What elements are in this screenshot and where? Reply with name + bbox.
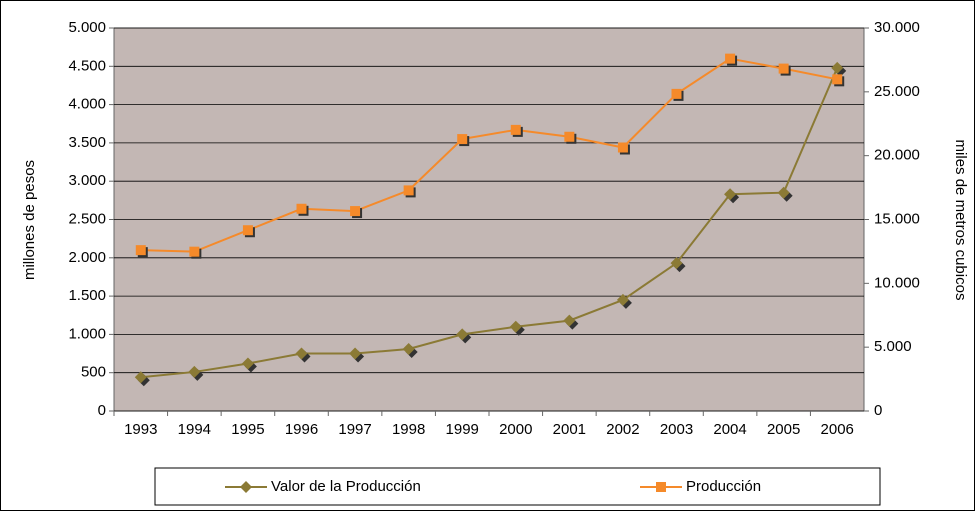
y2-tick-label: 10.000 [874, 274, 920, 291]
x-tick-label: 2006 [821, 421, 854, 438]
x-tick-label: 2005 [767, 421, 800, 438]
x-tick-label: 1999 [446, 421, 479, 438]
legend [154, 467, 881, 506]
y2-tick-label: 25.000 [874, 83, 920, 100]
y2-tick-label: 15.000 [874, 210, 920, 227]
x-tick-label: 1995 [231, 421, 264, 438]
marker [724, 188, 737, 201]
marker [402, 342, 415, 355]
y-tick-label: 4.000 [68, 96, 106, 113]
marker [135, 245, 146, 256]
x-tick-label: 1994 [178, 421, 211, 438]
x-tick-label: 1997 [338, 421, 371, 438]
y-tick-label: 2.500 [68, 210, 106, 227]
x-tick-label: 1993 [124, 421, 157, 438]
marker [617, 142, 628, 153]
marker [670, 257, 683, 270]
y-tick-label: 3.500 [68, 134, 106, 151]
x-tick-label: 2002 [606, 421, 639, 438]
x-tick-label: 2003 [660, 421, 693, 438]
marker [134, 371, 147, 384]
y-tick-label: 500 [81, 364, 106, 381]
marker [295, 347, 308, 360]
marker [725, 53, 736, 64]
marker [509, 320, 522, 333]
marker [241, 357, 254, 370]
x-tick-label: 2000 [499, 421, 532, 438]
y2-tick-label: 0 [874, 402, 882, 419]
marker [777, 186, 790, 199]
marker [349, 347, 362, 360]
y-tick-label: 4.500 [68, 57, 106, 74]
x-tick-label: 1998 [392, 421, 425, 438]
legend-label: Valor de la Producción [271, 478, 421, 495]
x-tick-label: 1996 [285, 421, 318, 438]
line [140, 57, 838, 253]
marker [778, 63, 789, 74]
line [140, 67, 839, 379]
marker [188, 365, 201, 378]
marker [456, 328, 469, 341]
y-tick-label: 1.500 [68, 287, 106, 304]
y2-axis-label: miles de metros cubicos [952, 140, 969, 301]
marker [296, 203, 307, 214]
marker [616, 293, 629, 306]
marker [832, 74, 843, 85]
marker [242, 225, 253, 236]
y2-tick-label: 30.000 [874, 19, 920, 36]
y-tick-label: 5.000 [68, 19, 106, 36]
y-tick-label: 2.000 [68, 249, 106, 266]
marker [831, 61, 844, 74]
marker [350, 206, 361, 217]
y-axis-label: millones de pesos [21, 160, 38, 280]
marker [656, 482, 666, 492]
y2-tick-label: 20.000 [874, 147, 920, 164]
y2-tick-label: 5.000 [874, 338, 912, 355]
marker [671, 88, 682, 99]
marker [563, 314, 576, 327]
marker [564, 131, 575, 142]
y-tick-label: 0 [98, 402, 106, 419]
marker [457, 134, 468, 145]
y-tick-label: 1.000 [68, 325, 106, 342]
legend-label: Producción [686, 478, 761, 495]
x-tick-label: 2001 [553, 421, 586, 438]
y-tick-label: 3.000 [68, 172, 106, 189]
marker [403, 185, 414, 196]
marker [510, 124, 521, 135]
marker [189, 246, 200, 257]
marker [240, 481, 252, 493]
x-tick-label: 2004 [713, 421, 746, 438]
